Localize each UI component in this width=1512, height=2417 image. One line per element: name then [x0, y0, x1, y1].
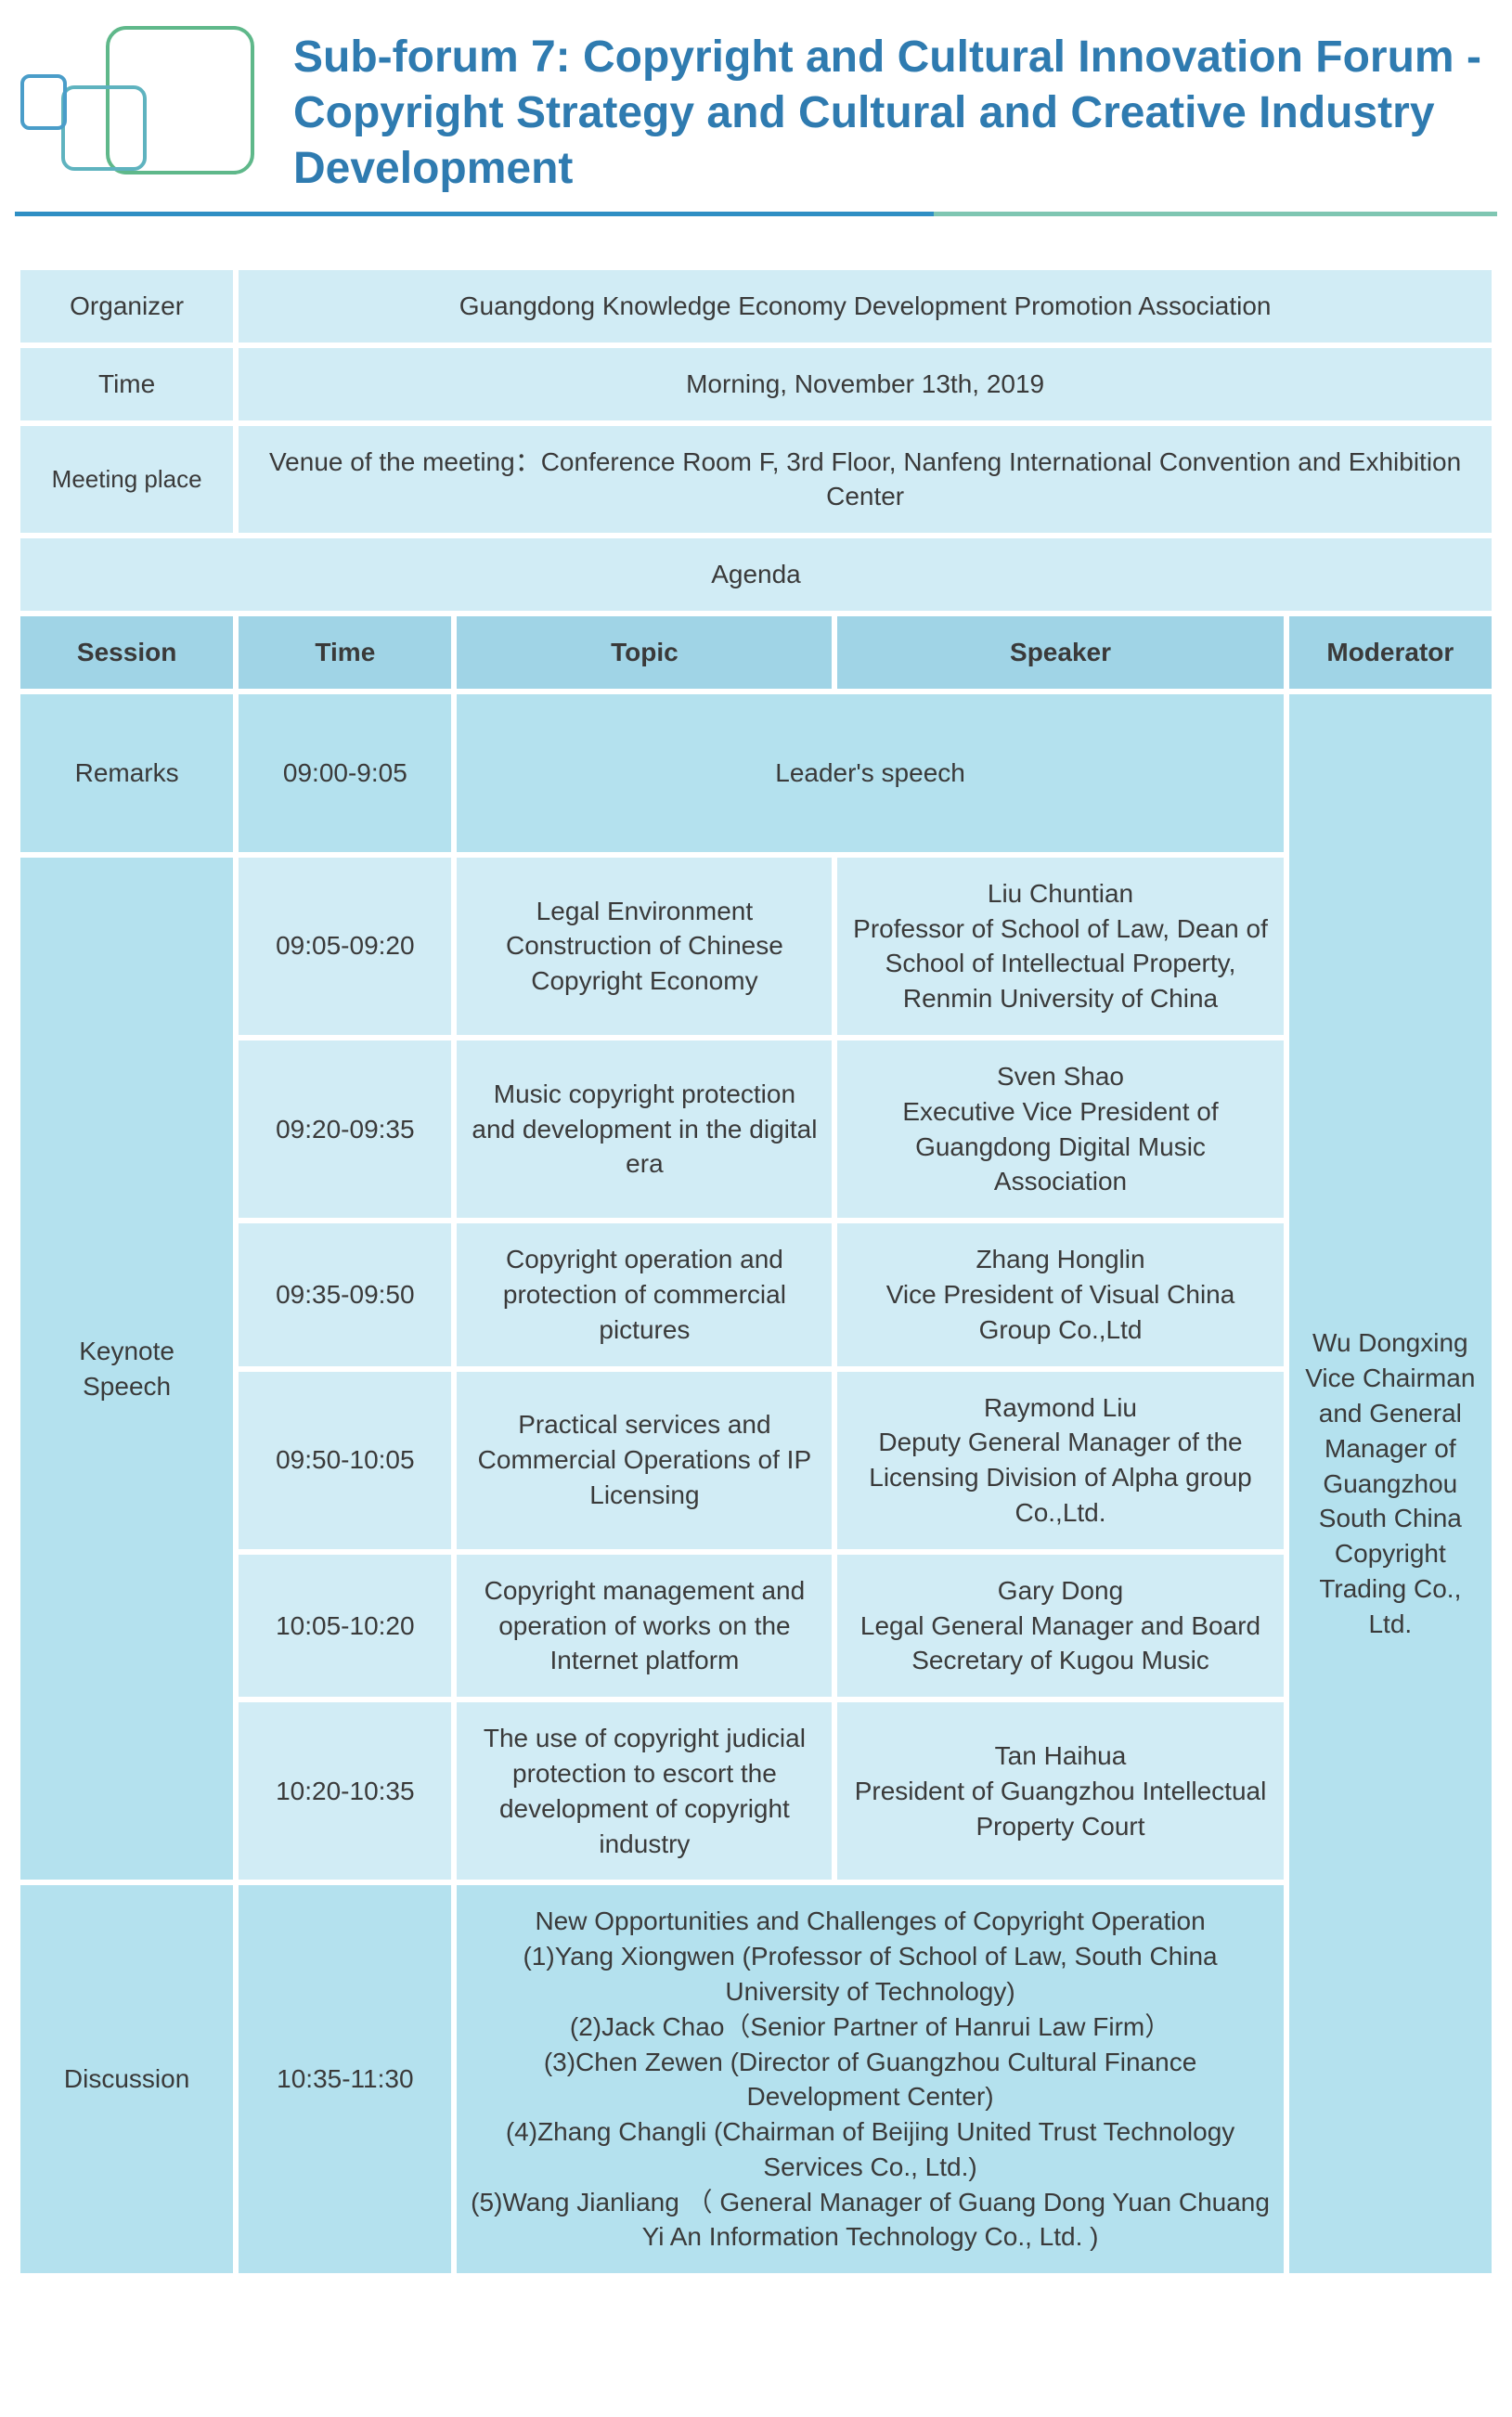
remarks-text: Leader's speech: [457, 694, 1283, 852]
keynote-time: 09:50-10:05: [239, 1372, 451, 1549]
keynote-session: Keynote Speech: [20, 858, 233, 1881]
keynote-speaker: Zhang HonglinVice President of Visual Ch…: [837, 1223, 1283, 1365]
keynote-speaker: Raymond LiuDeputy General Manager of the…: [837, 1372, 1283, 1549]
keynote-row-0: Keynote Speech 09:05-09:20 Legal Environ…: [20, 858, 1492, 1035]
keynote-speaker: Gary DongLegal General Manager and Board…: [837, 1555, 1283, 1697]
keynote-time: 09:20-09:35: [239, 1040, 451, 1218]
info-row-organizer: Organizer Guangdong Knowledge Economy De…: [20, 270, 1492, 343]
organizer-value: Guangdong Knowledge Economy Development …: [239, 270, 1492, 343]
keynote-row-5: 10:20-10:35 The use of copyright judicia…: [20, 1702, 1492, 1880]
keynote-row-3: 09:50-10:05 Practical services and Comme…: [20, 1372, 1492, 1549]
col-time: Time: [239, 616, 451, 689]
keynote-topic: Practical services and Commercial Operat…: [457, 1372, 832, 1549]
discussion-row: Discussion 10:35-11:30 New Opportunities…: [20, 1885, 1492, 2273]
keynote-topic: The use of copyright judicial protection…: [457, 1702, 832, 1880]
col-moderator: Moderator: [1289, 616, 1492, 689]
discussion-time: 10:35-11:30: [239, 1885, 451, 2273]
info-row-time: Time Morning, November 13th, 2019: [20, 348, 1492, 420]
keynote-topic: Copyright operation and protection of co…: [457, 1223, 832, 1365]
keynote-topic: Legal Environment Construction of Chines…: [457, 858, 832, 1035]
keynote-row-2: 09:35-09:50 Copyright operation and prot…: [20, 1223, 1492, 1365]
keynote-speaker: Tan HaihuaPresident of Guangzhou Intelle…: [837, 1702, 1283, 1880]
agenda-label-row: Agenda: [20, 538, 1492, 611]
keynote-row-4: 10:05-10:20 Copyright management and ope…: [20, 1555, 1492, 1697]
col-session: Session: [20, 616, 233, 689]
column-header-row: Session Time Topic Speaker Moderator: [20, 616, 1492, 689]
organizer-label: Organizer: [20, 270, 233, 343]
agenda-label: Agenda: [20, 538, 1492, 611]
keynote-time: 10:05-10:20: [239, 1555, 451, 1697]
keynote-time: 09:05-09:20: [239, 858, 451, 1035]
place-value: Venue of the meeting：Conference Room F, …: [239, 426, 1492, 534]
page-title: Sub-forum 7: Copyright and Cultural Inno…: [293, 19, 1497, 197]
remarks-time: 09:00-9:05: [239, 694, 451, 852]
keynote-speaker: Sven ShaoExecutive Vice President of Gua…: [837, 1040, 1283, 1218]
col-topic: Topic: [457, 616, 832, 689]
col-speaker: Speaker: [837, 616, 1283, 689]
divider: [15, 212, 1497, 216]
keynote-topic: Copyright management and operation of wo…: [457, 1555, 832, 1697]
agenda-table: Organizer Guangdong Knowledge Economy De…: [15, 265, 1497, 2279]
info-row-place: Meeting place Venue of the meeting：Confe…: [20, 426, 1492, 534]
remarks-row: Remarks 09:00-9:05 Leader's speech Wu Do…: [20, 694, 1492, 852]
place-label: Meeting place: [20, 426, 233, 534]
time-label: Time: [20, 348, 233, 420]
discussion-text: New Opportunities and Challenges of Copy…: [457, 1885, 1283, 2273]
remarks-session: Remarks: [20, 694, 233, 852]
discussion-session: Discussion: [20, 1885, 233, 2273]
keynote-speaker: Liu ChuntianProfessor of School of Law, …: [837, 858, 1283, 1035]
keynote-time: 09:35-09:50: [239, 1223, 451, 1365]
keynote-topic: Music copyright protection and developme…: [457, 1040, 832, 1218]
page-header: Sub-forum 7: Copyright and Cultural Inno…: [15, 19, 1497, 212]
keynote-row-1: 09:20-09:35 Music copyright protection a…: [20, 1040, 1492, 1218]
moderator-cell: Wu DongxingVice Chairman and General Man…: [1289, 694, 1492, 2274]
keynote-time: 10:20-10:35: [239, 1702, 451, 1880]
time-value: Morning, November 13th, 2019: [239, 348, 1492, 420]
logo-icon: [15, 19, 256, 186]
